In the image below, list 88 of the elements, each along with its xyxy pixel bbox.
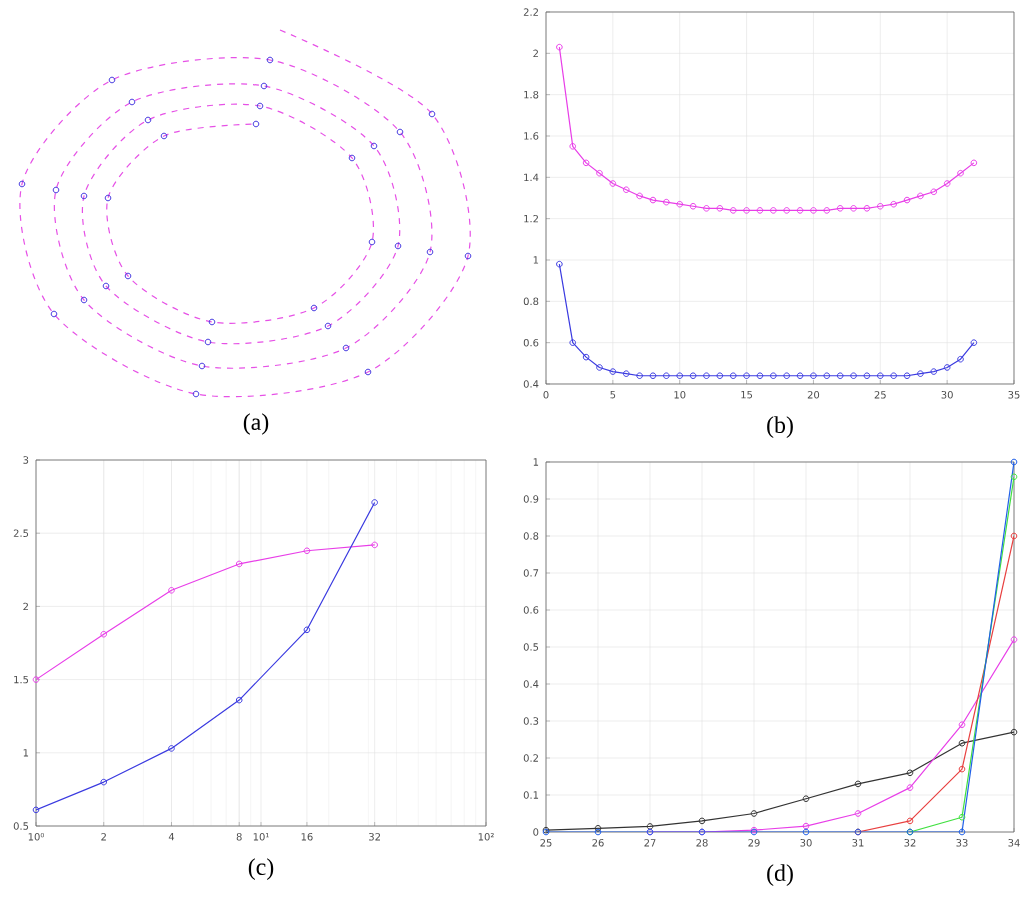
point: [609, 368, 617, 375]
point: [649, 196, 657, 204]
point: [836, 372, 844, 380]
point: [783, 207, 790, 214]
point: [716, 372, 724, 380]
point: [676, 200, 684, 208]
point: [663, 198, 670, 206]
point: [802, 828, 810, 836]
point: [703, 372, 710, 380]
point: [890, 372, 897, 380]
point: [850, 372, 857, 380]
point: [906, 769, 914, 777]
point: [569, 143, 577, 150]
point: [802, 822, 810, 830]
point: [168, 745, 175, 752]
point: [100, 630, 108, 638]
point: [743, 372, 750, 380]
point: [729, 372, 737, 380]
point: [582, 159, 590, 167]
point: [756, 372, 764, 380]
point: [636, 192, 643, 200]
point: [943, 180, 951, 187]
point: [903, 372, 911, 380]
point: [796, 207, 804, 214]
point: [756, 207, 764, 214]
point: [930, 368, 938, 375]
text: (a): [243, 413, 269, 435]
point: [917, 370, 924, 377]
point: [235, 560, 243, 568]
point: [917, 192, 924, 200]
point: [802, 795, 810, 802]
point: [689, 202, 697, 210]
point: [906, 817, 914, 825]
point: [876, 372, 884, 380]
point: [943, 364, 951, 371]
point: [850, 205, 857, 212]
point: [863, 372, 871, 380]
x-axis-title: (d): [767, 864, 793, 886]
point: [622, 370, 630, 377]
point: [676, 372, 684, 380]
point: [958, 739, 966, 747]
point: [689, 372, 697, 380]
x-axis-title: (c): [248, 858, 274, 880]
point: [636, 372, 643, 380]
point: [890, 200, 897, 208]
point: [303, 626, 311, 634]
point: [750, 810, 758, 817]
point: [863, 205, 871, 212]
point: [854, 780, 862, 788]
point: [770, 372, 777, 380]
point: [235, 696, 243, 704]
point: [582, 353, 590, 361]
point: [958, 813, 966, 821]
point: [796, 372, 804, 380]
point: [903, 196, 911, 204]
point: [100, 778, 108, 786]
point: [698, 817, 706, 825]
point: [810, 372, 817, 380]
point: [823, 372, 831, 380]
point: [609, 180, 617, 187]
point: [836, 205, 844, 212]
point: [783, 372, 790, 380]
point: [716, 205, 724, 212]
point: [703, 205, 710, 212]
point: [663, 372, 670, 380]
point: [906, 784, 914, 791]
x-axis-title: (b): [767, 416, 793, 438]
point: [569, 339, 577, 346]
point: [596, 169, 603, 177]
point: [823, 207, 831, 214]
point: [649, 372, 657, 380]
point: [743, 207, 750, 214]
point: [958, 721, 966, 728]
point: [957, 169, 964, 177]
point: [958, 828, 966, 836]
point: [770, 207, 777, 214]
point: [810, 207, 817, 214]
point: [957, 355, 964, 363]
point: [596, 364, 603, 371]
point: [930, 188, 938, 196]
point: [729, 207, 737, 214]
point: [303, 547, 311, 555]
point: [958, 765, 966, 773]
point: [622, 186, 630, 194]
point: [854, 810, 862, 817]
point: [876, 202, 884, 210]
point: [168, 586, 175, 594]
point: [646, 823, 654, 830]
